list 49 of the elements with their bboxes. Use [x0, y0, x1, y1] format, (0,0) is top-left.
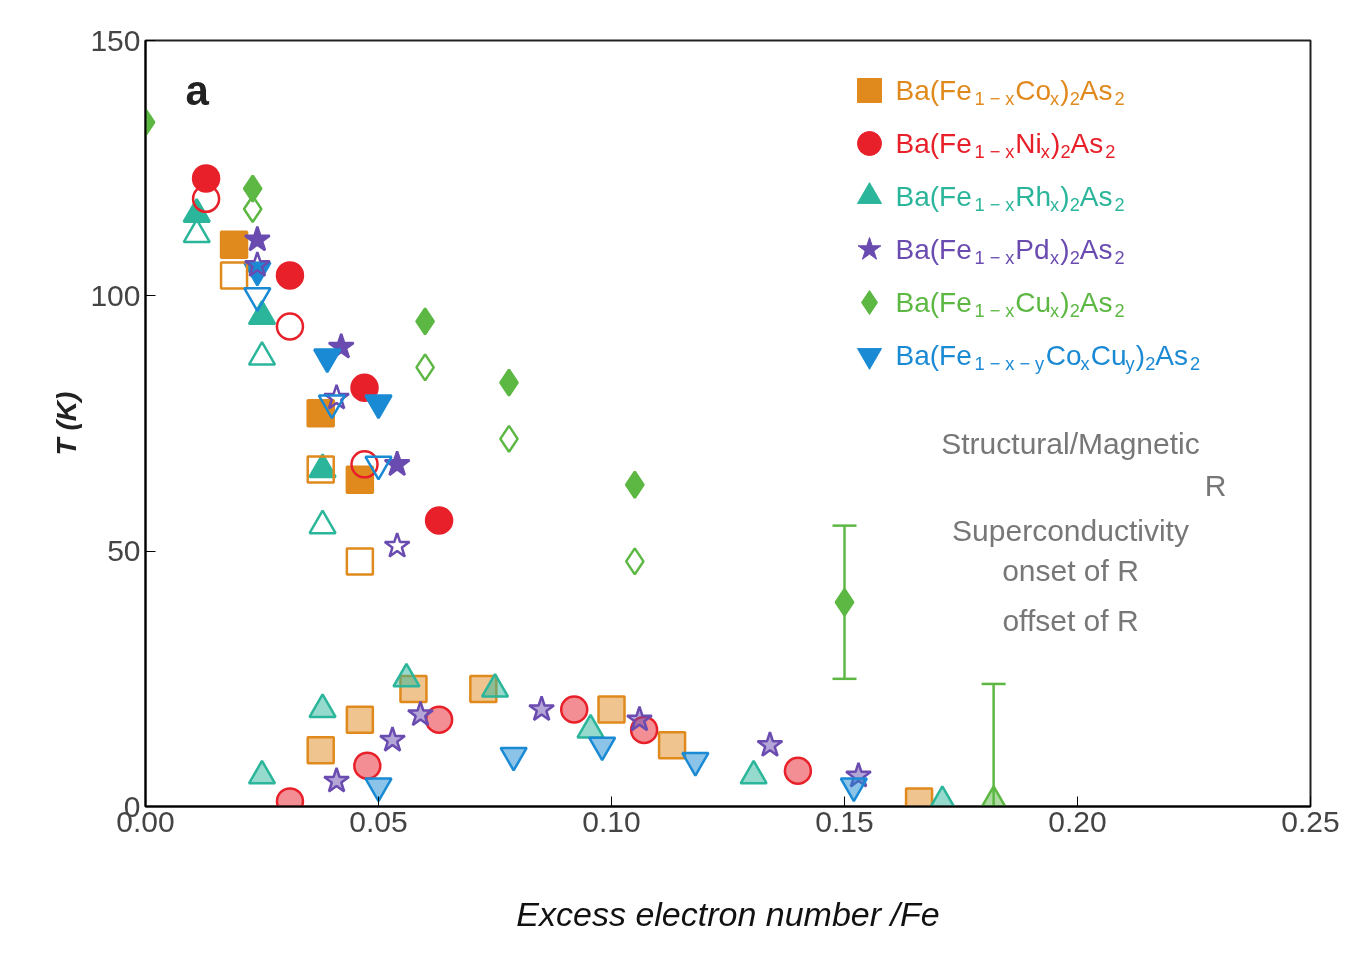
point	[527, 695, 556, 722]
point	[275, 261, 305, 290]
point	[306, 455, 335, 484]
point	[625, 705, 654, 732]
point	[415, 353, 436, 382]
point	[756, 730, 784, 757]
point	[624, 547, 645, 576]
point	[378, 725, 407, 752]
point	[834, 587, 855, 617]
annotation: R	[1204, 469, 1227, 502]
point	[424, 506, 454, 535]
point	[350, 450, 379, 479]
point	[597, 695, 626, 724]
x-tick-label: 0.25	[1281, 804, 1340, 838]
annotation: offset of R	[1002, 604, 1139, 637]
y-axis-title: T (K)	[51, 391, 83, 456]
point	[415, 307, 436, 336]
point	[406, 700, 435, 727]
y-tick-label: 150	[90, 23, 141, 57]
x-tick-label: 0.10	[582, 804, 641, 838]
annotation: Superconductivity	[952, 514, 1189, 547]
annotation: Structural/Magnetic	[941, 427, 1200, 460]
point	[383, 531, 411, 558]
point	[657, 730, 687, 760]
x-axis-title: Excess electron number /Fe	[516, 894, 940, 933]
point	[219, 230, 249, 260]
point	[345, 547, 375, 576]
point	[624, 470, 645, 500]
x-tick-label: 0.20	[1048, 804, 1107, 838]
point	[243, 225, 271, 252]
point	[383, 450, 411, 477]
x-tick-label: 0.15	[815, 804, 874, 838]
point	[559, 695, 589, 724]
point	[424, 705, 454, 734]
y-tick-label: 50	[107, 534, 141, 568]
annotation: a	[185, 67, 210, 114]
point	[322, 766, 351, 793]
point	[275, 312, 305, 341]
point	[219, 261, 249, 290]
point	[191, 164, 221, 193]
y-tick-label: 100	[90, 278, 141, 312]
x-tick-label: 0.05	[349, 804, 408, 838]
point	[243, 250, 271, 277]
point	[345, 705, 375, 734]
point	[353, 751, 382, 780]
annotation: onset of R	[1002, 554, 1139, 587]
point	[783, 756, 813, 785]
point	[242, 174, 263, 203]
point	[306, 736, 335, 765]
